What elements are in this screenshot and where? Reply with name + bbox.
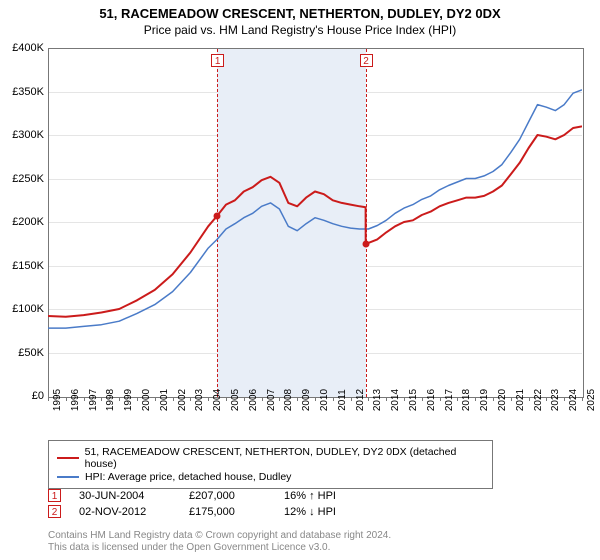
xtick-label: 2003 bbox=[194, 389, 205, 411]
legend-row: 51, RACEMEADOW CRESCENT, NETHERTON, DUDL… bbox=[57, 446, 484, 470]
xtick-label: 2015 bbox=[408, 389, 419, 411]
xtick-label: 1996 bbox=[70, 389, 81, 411]
xtick-label: 2001 bbox=[159, 389, 170, 411]
xtick-label: 2005 bbox=[230, 389, 241, 411]
price-chart: 51, RACEMEADOW CRESCENT, NETHERTON, DUDL… bbox=[0, 0, 600, 560]
ytick-label: £350K bbox=[12, 86, 44, 98]
xtick-label: 2006 bbox=[248, 389, 259, 411]
event-hpi: 16% ↑ HPI bbox=[284, 490, 336, 502]
xtick-label: 2000 bbox=[141, 389, 152, 411]
xtick-label: 2007 bbox=[266, 389, 277, 411]
legend-swatch bbox=[57, 457, 79, 459]
xtick-label: 2008 bbox=[283, 389, 294, 411]
price-paid-line bbox=[48, 126, 582, 316]
xtick-label: 2009 bbox=[301, 389, 312, 411]
xtick-label: 2023 bbox=[550, 389, 561, 411]
legend: 51, RACEMEADOW CRESCENT, NETHERTON, DUDL… bbox=[48, 440, 493, 489]
xtick-label: 2021 bbox=[515, 389, 526, 411]
ytick-label: £50K bbox=[18, 347, 44, 359]
xtick-label: 2004 bbox=[212, 389, 223, 411]
ytick-label: £250K bbox=[12, 173, 44, 185]
ytick-label: £300K bbox=[12, 129, 44, 141]
xtick-label: 2025 bbox=[586, 389, 597, 411]
xtick-label: 2024 bbox=[568, 389, 579, 411]
chart-title: 51, RACEMEADOW CRESCENT, NETHERTON, DUDL… bbox=[0, 6, 600, 23]
sale-dot bbox=[214, 212, 221, 219]
xtick-label: 2016 bbox=[426, 389, 437, 411]
footer-line: This data is licensed under the Open Gov… bbox=[48, 542, 391, 554]
sale-dot bbox=[362, 240, 369, 247]
xtick-label: 2022 bbox=[533, 389, 544, 411]
ytick-label: £400K bbox=[12, 42, 44, 54]
line-series bbox=[48, 48, 582, 396]
hpi-line bbox=[48, 90, 582, 328]
legend-label: HPI: Average price, detached house, Dudl… bbox=[85, 471, 291, 483]
xtick-label: 2010 bbox=[319, 389, 330, 411]
xtick-label: 2013 bbox=[372, 389, 383, 411]
legend-swatch bbox=[57, 476, 79, 478]
ytick-label: £0 bbox=[32, 390, 44, 402]
xtick-label: 1998 bbox=[105, 389, 116, 411]
event-price: £207,000 bbox=[189, 490, 284, 502]
xtick-label: 2020 bbox=[497, 389, 508, 411]
xtick-label: 2018 bbox=[461, 389, 472, 411]
title-block: 51, RACEMEADOW CRESCENT, NETHERTON, DUDL… bbox=[0, 0, 600, 38]
event-marker-icon: 1 bbox=[48, 489, 61, 502]
event-price: £175,000 bbox=[189, 506, 284, 518]
xtick-label: 2011 bbox=[337, 389, 348, 411]
ytick-label: £200K bbox=[12, 216, 44, 228]
event-row: 1 30-JUN-2004 £207,000 16% ↑ HPI bbox=[48, 489, 336, 502]
sale-events: 1 30-JUN-2004 £207,000 16% ↑ HPI 2 02-NO… bbox=[48, 486, 336, 521]
xtick-label: 1999 bbox=[123, 389, 134, 411]
xtick-label: 2012 bbox=[355, 389, 366, 411]
legend-row: HPI: Average price, detached house, Dudl… bbox=[57, 471, 484, 483]
legend-label: 51, RACEMEADOW CRESCENT, NETHERTON, DUDL… bbox=[85, 446, 484, 470]
event-row: 2 02-NOV-2012 £175,000 12% ↓ HPI bbox=[48, 505, 336, 518]
event-date: 30-JUN-2004 bbox=[79, 490, 189, 502]
event-hpi: 12% ↓ HPI bbox=[284, 506, 336, 518]
marker-callout: 2 bbox=[360, 54, 373, 67]
xtick-label: 2002 bbox=[177, 389, 188, 411]
xtick-label: 2014 bbox=[390, 389, 401, 411]
footer-line: Contains HM Land Registry data © Crown c… bbox=[48, 530, 391, 542]
xtick-label: 2017 bbox=[444, 389, 455, 411]
ytick-label: £100K bbox=[12, 303, 44, 315]
footer-attribution: Contains HM Land Registry data © Crown c… bbox=[48, 530, 391, 554]
ytick-label: £150K bbox=[12, 260, 44, 272]
chart-subtitle: Price paid vs. HM Land Registry's House … bbox=[0, 23, 600, 39]
xtick-label: 2019 bbox=[479, 389, 490, 411]
xtick-label: 1997 bbox=[88, 389, 99, 411]
event-marker-icon: 2 bbox=[48, 505, 61, 518]
event-date: 02-NOV-2012 bbox=[79, 506, 189, 518]
xtick-label: 1995 bbox=[52, 389, 63, 411]
marker-callout: 1 bbox=[211, 54, 224, 67]
